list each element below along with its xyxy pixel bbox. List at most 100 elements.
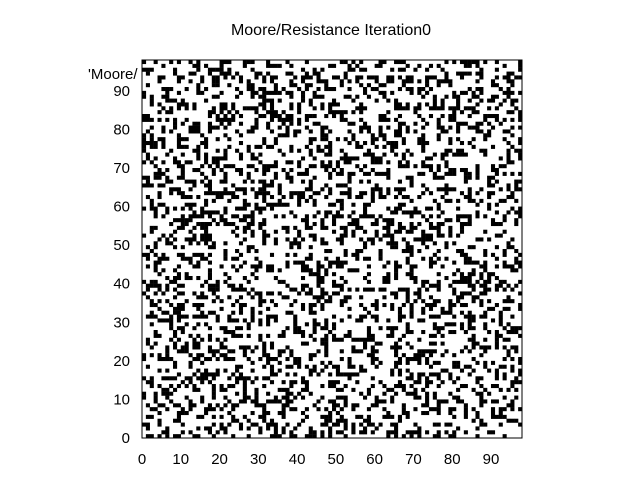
heatmap-cell bbox=[231, 407, 236, 412]
heatmap-cell bbox=[211, 245, 216, 250]
heatmap-cell bbox=[440, 310, 445, 315]
heatmap-cell bbox=[366, 333, 371, 338]
heatmap-cell bbox=[452, 364, 457, 369]
heatmap-cell bbox=[514, 418, 519, 423]
heatmap-cell bbox=[153, 164, 158, 169]
heatmap-cell bbox=[432, 252, 437, 257]
heatmap-cell bbox=[200, 283, 205, 288]
heatmap-cell bbox=[452, 241, 457, 246]
heatmap-cell bbox=[444, 148, 449, 153]
heatmap-cell bbox=[258, 206, 263, 211]
heatmap-cell bbox=[332, 337, 337, 342]
heatmap-cell bbox=[242, 287, 247, 292]
heatmap-cell bbox=[231, 418, 236, 423]
heatmap-cell bbox=[149, 376, 154, 381]
heatmap-cell bbox=[173, 364, 178, 369]
heatmap-cell bbox=[304, 144, 309, 149]
heatmap-cell bbox=[425, 349, 430, 354]
heatmap-cell bbox=[475, 360, 480, 365]
heatmap-cell bbox=[363, 171, 368, 176]
heatmap-cell bbox=[277, 198, 282, 203]
heatmap-cell bbox=[417, 318, 422, 323]
heatmap-cell bbox=[359, 67, 364, 72]
heatmap-cell bbox=[238, 141, 244, 146]
heatmap-cell bbox=[207, 260, 212, 265]
heatmap-cell bbox=[145, 414, 150, 419]
heatmap-cell bbox=[436, 121, 441, 126]
heatmap-cell bbox=[250, 360, 255, 365]
heatmap-cell bbox=[397, 318, 402, 323]
heatmap-cell bbox=[397, 129, 402, 134]
heatmap-cell bbox=[227, 222, 232, 227]
heatmap-cell bbox=[211, 210, 216, 215]
heatmap-cell bbox=[467, 310, 472, 315]
heatmap-cell bbox=[254, 90, 259, 95]
heatmap-cell bbox=[324, 407, 329, 412]
heatmap-cell bbox=[297, 360, 302, 365]
heatmap-cell bbox=[502, 357, 507, 362]
heatmap-cell bbox=[378, 399, 383, 404]
heatmap-cell bbox=[312, 222, 317, 227]
heatmap-cell bbox=[157, 75, 162, 80]
heatmap-cell bbox=[273, 237, 278, 242]
heatmap-cell bbox=[308, 391, 313, 396]
heatmap-cell bbox=[262, 403, 267, 408]
heatmap-cell bbox=[359, 117, 364, 122]
heatmap-cell bbox=[467, 175, 472, 180]
heatmap-cell bbox=[448, 117, 453, 122]
heatmap-cell bbox=[324, 114, 329, 119]
heatmap-cell bbox=[300, 218, 306, 223]
heatmap-cell bbox=[211, 75, 216, 80]
heatmap-cell bbox=[328, 299, 333, 304]
heatmap-cell bbox=[289, 380, 294, 385]
heatmap-cell bbox=[269, 399, 275, 404]
heatmap-cell bbox=[165, 179, 170, 184]
heatmap-cell bbox=[238, 326, 244, 331]
heatmap-cell bbox=[401, 314, 406, 319]
heatmap-cell bbox=[180, 330, 185, 335]
heatmap-cell bbox=[297, 148, 302, 153]
heatmap-cell bbox=[266, 144, 271, 149]
heatmap-cell bbox=[518, 137, 523, 142]
heatmap-cell bbox=[359, 129, 364, 134]
heatmap-cell bbox=[145, 337, 150, 342]
heatmap-cell bbox=[204, 407, 209, 412]
heatmap-cell bbox=[405, 341, 410, 346]
heatmap-cell bbox=[235, 318, 240, 323]
heatmap-cell bbox=[223, 175, 228, 180]
heatmap-cell bbox=[277, 411, 282, 416]
heatmap-cell bbox=[405, 195, 410, 200]
heatmap-cell bbox=[320, 264, 325, 269]
heatmap-cell bbox=[149, 310, 154, 315]
heatmap-cell bbox=[273, 214, 278, 219]
heatmap-cell bbox=[231, 414, 236, 419]
heatmap-cell bbox=[285, 422, 290, 427]
heatmap-cell bbox=[176, 133, 181, 138]
heatmap-cell bbox=[459, 168, 465, 173]
heatmap-cell bbox=[355, 75, 360, 80]
heatmap-cell bbox=[200, 380, 205, 385]
heatmap-cell bbox=[316, 144, 321, 149]
heatmap-cell bbox=[304, 341, 309, 346]
heatmap-cell bbox=[207, 210, 212, 215]
heatmap-cell bbox=[483, 310, 488, 315]
heatmap-cell bbox=[266, 376, 271, 381]
heatmap-cell bbox=[153, 141, 158, 146]
heatmap-cell bbox=[467, 276, 472, 281]
heatmap-cell bbox=[246, 395, 251, 400]
heatmap-cell bbox=[401, 387, 406, 392]
heatmap-cell bbox=[498, 422, 503, 427]
heatmap-cell bbox=[494, 67, 499, 72]
heatmap-cell bbox=[514, 187, 519, 192]
x-tick-label: 0 bbox=[138, 451, 146, 468]
heatmap-cell bbox=[262, 411, 267, 416]
heatmap-cell bbox=[394, 291, 399, 296]
heatmap-cell bbox=[242, 384, 247, 389]
heatmap-cell bbox=[351, 349, 356, 354]
heatmap-cell bbox=[227, 60, 232, 65]
heatmap-cell bbox=[289, 63, 294, 68]
heatmap-cell bbox=[204, 357, 209, 362]
heatmap-cell bbox=[300, 264, 306, 269]
heatmap-cell bbox=[510, 357, 515, 362]
heatmap-cell bbox=[192, 372, 197, 377]
